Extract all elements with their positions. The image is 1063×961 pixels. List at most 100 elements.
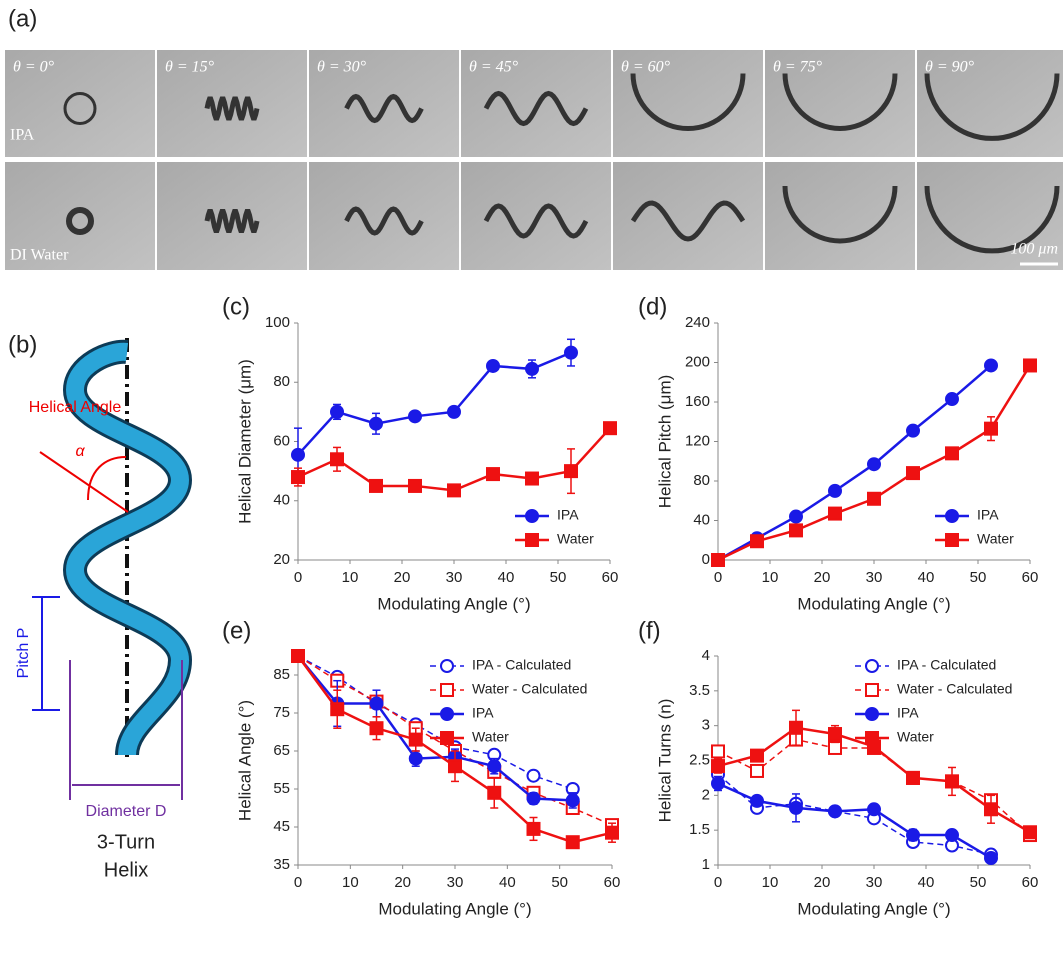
- x-tick-label: 10: [342, 874, 359, 891]
- alpha-label: α: [75, 443, 85, 460]
- photo-tile: [765, 162, 915, 270]
- marker: [790, 511, 802, 523]
- marker: [371, 722, 383, 734]
- marker: [712, 745, 724, 757]
- marker: [331, 406, 343, 418]
- x-tick-label: 0: [714, 569, 722, 586]
- marker: [488, 787, 500, 799]
- legend-marker: [946, 534, 958, 546]
- marker: [604, 422, 616, 434]
- marker: [907, 425, 919, 437]
- legend-label: IPA: [897, 705, 919, 721]
- panel-label: (a): [8, 5, 37, 32]
- marker: [829, 728, 841, 740]
- legend-marker: [526, 534, 538, 546]
- marker: [712, 554, 724, 566]
- y-tick-label: 2.5: [689, 751, 710, 768]
- legend-marker: [441, 708, 453, 720]
- x-tick-label: 50: [551, 874, 568, 891]
- marker: [448, 484, 460, 496]
- marker: [331, 453, 343, 465]
- panel-label: (e): [222, 617, 251, 644]
- x-tick-label: 40: [499, 874, 516, 891]
- x-axis-title: Modulating Angle (°): [797, 899, 950, 918]
- marker: [868, 493, 880, 505]
- legend-marker: [526, 510, 538, 522]
- marker: [751, 765, 763, 777]
- marker: [331, 703, 343, 715]
- y-tick-label: 40: [693, 511, 710, 528]
- y-tick-label: 0: [702, 551, 710, 568]
- marker: [565, 347, 577, 359]
- x-tick-label: 60: [1022, 874, 1039, 891]
- y-tick-label: 120: [685, 432, 710, 449]
- x-tick-label: 10: [762, 874, 779, 891]
- x-tick-label: 20: [394, 874, 411, 891]
- y-tick-label: 100: [265, 314, 290, 331]
- marker: [1024, 359, 1036, 371]
- marker: [751, 535, 763, 547]
- marker: [526, 473, 538, 485]
- angle-label: θ = 30°: [317, 59, 367, 76]
- y-tick-label: 3.5: [689, 682, 710, 699]
- angle-label: θ = 90°: [925, 59, 975, 76]
- marker: [567, 836, 579, 848]
- y-tick-label: 3: [702, 717, 710, 734]
- pitch-label: Pitch P: [15, 628, 32, 679]
- x-axis-title: Modulating Angle (°): [378, 899, 531, 918]
- y-tick-label: 160: [685, 393, 710, 410]
- x-axis-title: Modulating Angle (°): [797, 594, 950, 613]
- marker: [370, 418, 382, 430]
- panel-label: (f): [638, 617, 661, 644]
- x-tick-label: 50: [970, 874, 987, 891]
- legend-marker: [866, 684, 878, 696]
- x-tick-label: 40: [498, 569, 515, 586]
- angle-label: θ = 15°: [165, 59, 215, 76]
- marker: [790, 524, 802, 536]
- marker: [907, 829, 919, 841]
- y-axis-title: Helical Turns (n): [655, 699, 674, 823]
- x-tick-label: 40: [918, 569, 935, 586]
- angle-label: θ = 75°: [773, 59, 823, 76]
- marker: [448, 406, 460, 418]
- diameter-label: Diameter D: [86, 803, 167, 820]
- marker: [985, 423, 997, 435]
- y-tick-label: 80: [693, 472, 710, 489]
- legend-label: Water: [897, 729, 934, 745]
- panel-label: (c): [222, 293, 250, 320]
- panel-label: (d): [638, 293, 667, 320]
- y-tick-label: 200: [685, 353, 710, 370]
- caption: 3-Turn: [97, 831, 155, 853]
- y-axis-title: Helical Pitch (μm): [655, 375, 674, 509]
- marker: [946, 829, 958, 841]
- x-tick-label: 20: [394, 569, 411, 586]
- y-tick-label: 2: [702, 786, 710, 803]
- marker: [410, 734, 422, 746]
- x-tick-label: 30: [447, 874, 464, 891]
- marker: [868, 803, 880, 815]
- x-tick-label: 0: [294, 569, 302, 586]
- solvent-label: DI Water: [10, 247, 69, 264]
- legend-label: IPA: [472, 705, 494, 721]
- marker: [487, 468, 499, 480]
- legend-label: Water - Calculated: [472, 681, 587, 697]
- marker: [488, 760, 500, 772]
- marker: [528, 770, 540, 782]
- marker: [907, 772, 919, 784]
- marker: [606, 827, 618, 839]
- legend-label: Water: [557, 531, 594, 547]
- y-tick-label: 85: [273, 666, 290, 683]
- angle-label: θ = 0°: [13, 59, 55, 76]
- legend-marker: [866, 732, 878, 744]
- marker: [985, 803, 997, 815]
- angle-label: θ = 45°: [469, 59, 519, 76]
- photo-strip: θ = 0°θ = 15°θ = 30°θ = 45°θ = 60°θ = 75…: [5, 50, 1063, 270]
- x-tick-label: 30: [866, 874, 883, 891]
- y-tick-label: 60: [273, 432, 290, 449]
- x-tick-label: 40: [918, 874, 935, 891]
- marker: [907, 467, 919, 479]
- marker: [829, 805, 841, 817]
- marker: [790, 802, 802, 814]
- legend-label: IPA - Calculated: [472, 657, 571, 673]
- marker: [410, 753, 422, 765]
